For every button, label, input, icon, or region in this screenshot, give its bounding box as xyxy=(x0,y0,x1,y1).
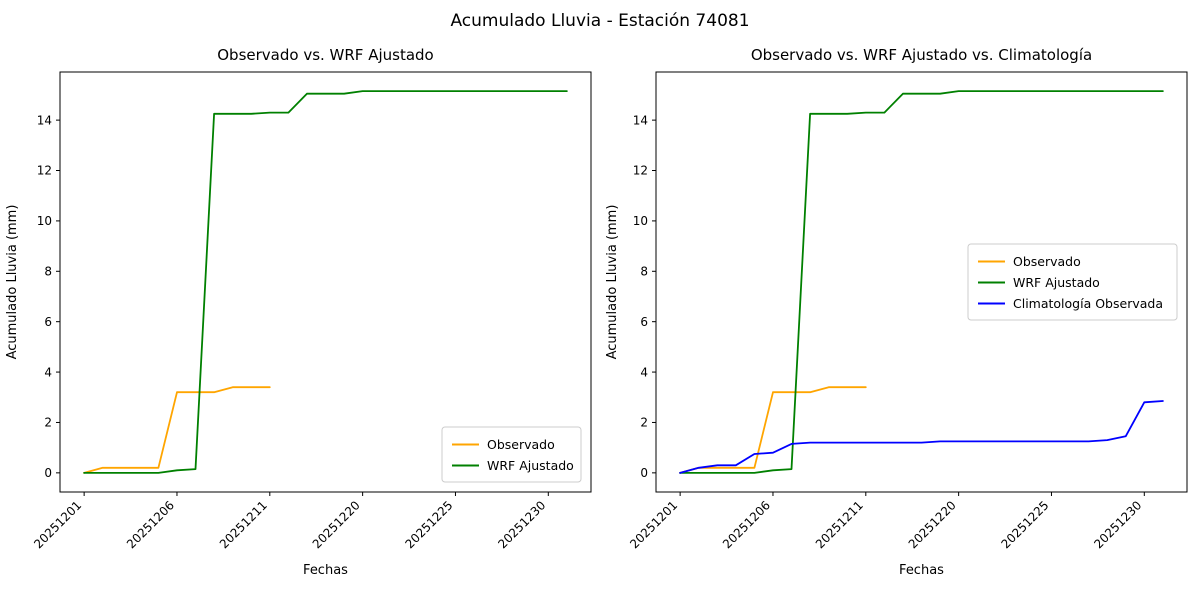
x-tick-label: 20251201 xyxy=(31,498,84,551)
x-tick-label: 20251230 xyxy=(495,498,548,551)
series-line-wrf-ajustado xyxy=(679,90,1164,474)
y-tick-label: 4 xyxy=(44,365,52,379)
series-line-observado xyxy=(679,386,867,474)
x-tick-label: 20251206 xyxy=(720,498,773,551)
y-tick-label: 12 xyxy=(633,164,648,178)
x-tick-label: 20251225 xyxy=(402,498,455,551)
y-tick-label: 8 xyxy=(44,264,52,278)
legend-label-observado: Observado xyxy=(487,437,555,452)
x-tick-label: 20251225 xyxy=(998,498,1051,551)
axes-frame xyxy=(655,71,1188,493)
y-tick-label: 14 xyxy=(37,113,52,127)
y-tick-label: 2 xyxy=(640,416,648,430)
legend-label-observado: Observado xyxy=(1013,254,1081,269)
chart-observado-vs-wrf: 0 2 4 6 8 10 12 14 20251201 20251206 20251211 20251… xyxy=(5,46,592,578)
x-tick-label: 20251230 xyxy=(1091,498,1144,551)
x-axis-label: Fechas xyxy=(899,563,944,578)
y-tick-label: 8 xyxy=(640,264,648,278)
y-axis-label: Acumulado Lluvia (mm) xyxy=(605,205,620,360)
x-tick-label: 20251220 xyxy=(906,498,959,551)
charts-row: 0 2 4 6 8 10 12 14 20251201 20251206 20251211 20251… xyxy=(0,38,1200,600)
chart-observado-vs-wrf-vs-climatologia: 0 2 4 6 8 10 12 14 20251201 20251206 20251211 20251… xyxy=(605,46,1188,578)
y-tick-label: 0 xyxy=(44,466,52,480)
chart-title: Observado vs. WRF Ajustado vs. Climatolo… xyxy=(751,46,1092,64)
y-tick-label: 14 xyxy=(633,113,648,127)
legend-box xyxy=(967,243,1178,321)
y-tick-label: 0 xyxy=(640,466,648,480)
y-axis-label: Acumulado Lluvia (mm) xyxy=(5,205,20,360)
legend-box xyxy=(441,426,582,483)
x-tick-label: 20251211 xyxy=(217,498,270,551)
x-tick-label: 20251201 xyxy=(627,498,680,551)
series-line-observado xyxy=(83,386,271,474)
y-tick-label: 6 xyxy=(44,315,52,329)
series-line-wrf-ajustado xyxy=(83,90,568,474)
y-tick-label: 4 xyxy=(640,365,648,379)
x-tick-label: 20251206 xyxy=(124,498,177,551)
y-tick-label: 6 xyxy=(640,315,648,329)
x-tick-label: 20251220 xyxy=(310,498,363,551)
chart-title: Observado vs. WRF Ajustado xyxy=(217,46,433,64)
y-tick-label: 10 xyxy=(37,214,52,228)
y-tick-label: 10 xyxy=(633,214,648,228)
axes-frame xyxy=(59,71,592,493)
y-tick-label: 12 xyxy=(37,164,52,178)
series-line-climatologia-observada xyxy=(679,400,1164,474)
figure-suptitle: Acumulado Lluvia - Estación 74081 xyxy=(450,11,750,31)
legend-label-climatologia-observada: Climatología Observada xyxy=(1013,296,1163,311)
legend-label-wrf-ajustado: WRF Ajustado xyxy=(1013,275,1100,290)
y-tick-label: 2 xyxy=(44,416,52,430)
x-tick-label: 20251211 xyxy=(813,498,866,551)
x-axis-label: Fechas xyxy=(303,563,348,578)
legend-label-wrf-ajustado: WRF Ajustado xyxy=(487,458,574,473)
